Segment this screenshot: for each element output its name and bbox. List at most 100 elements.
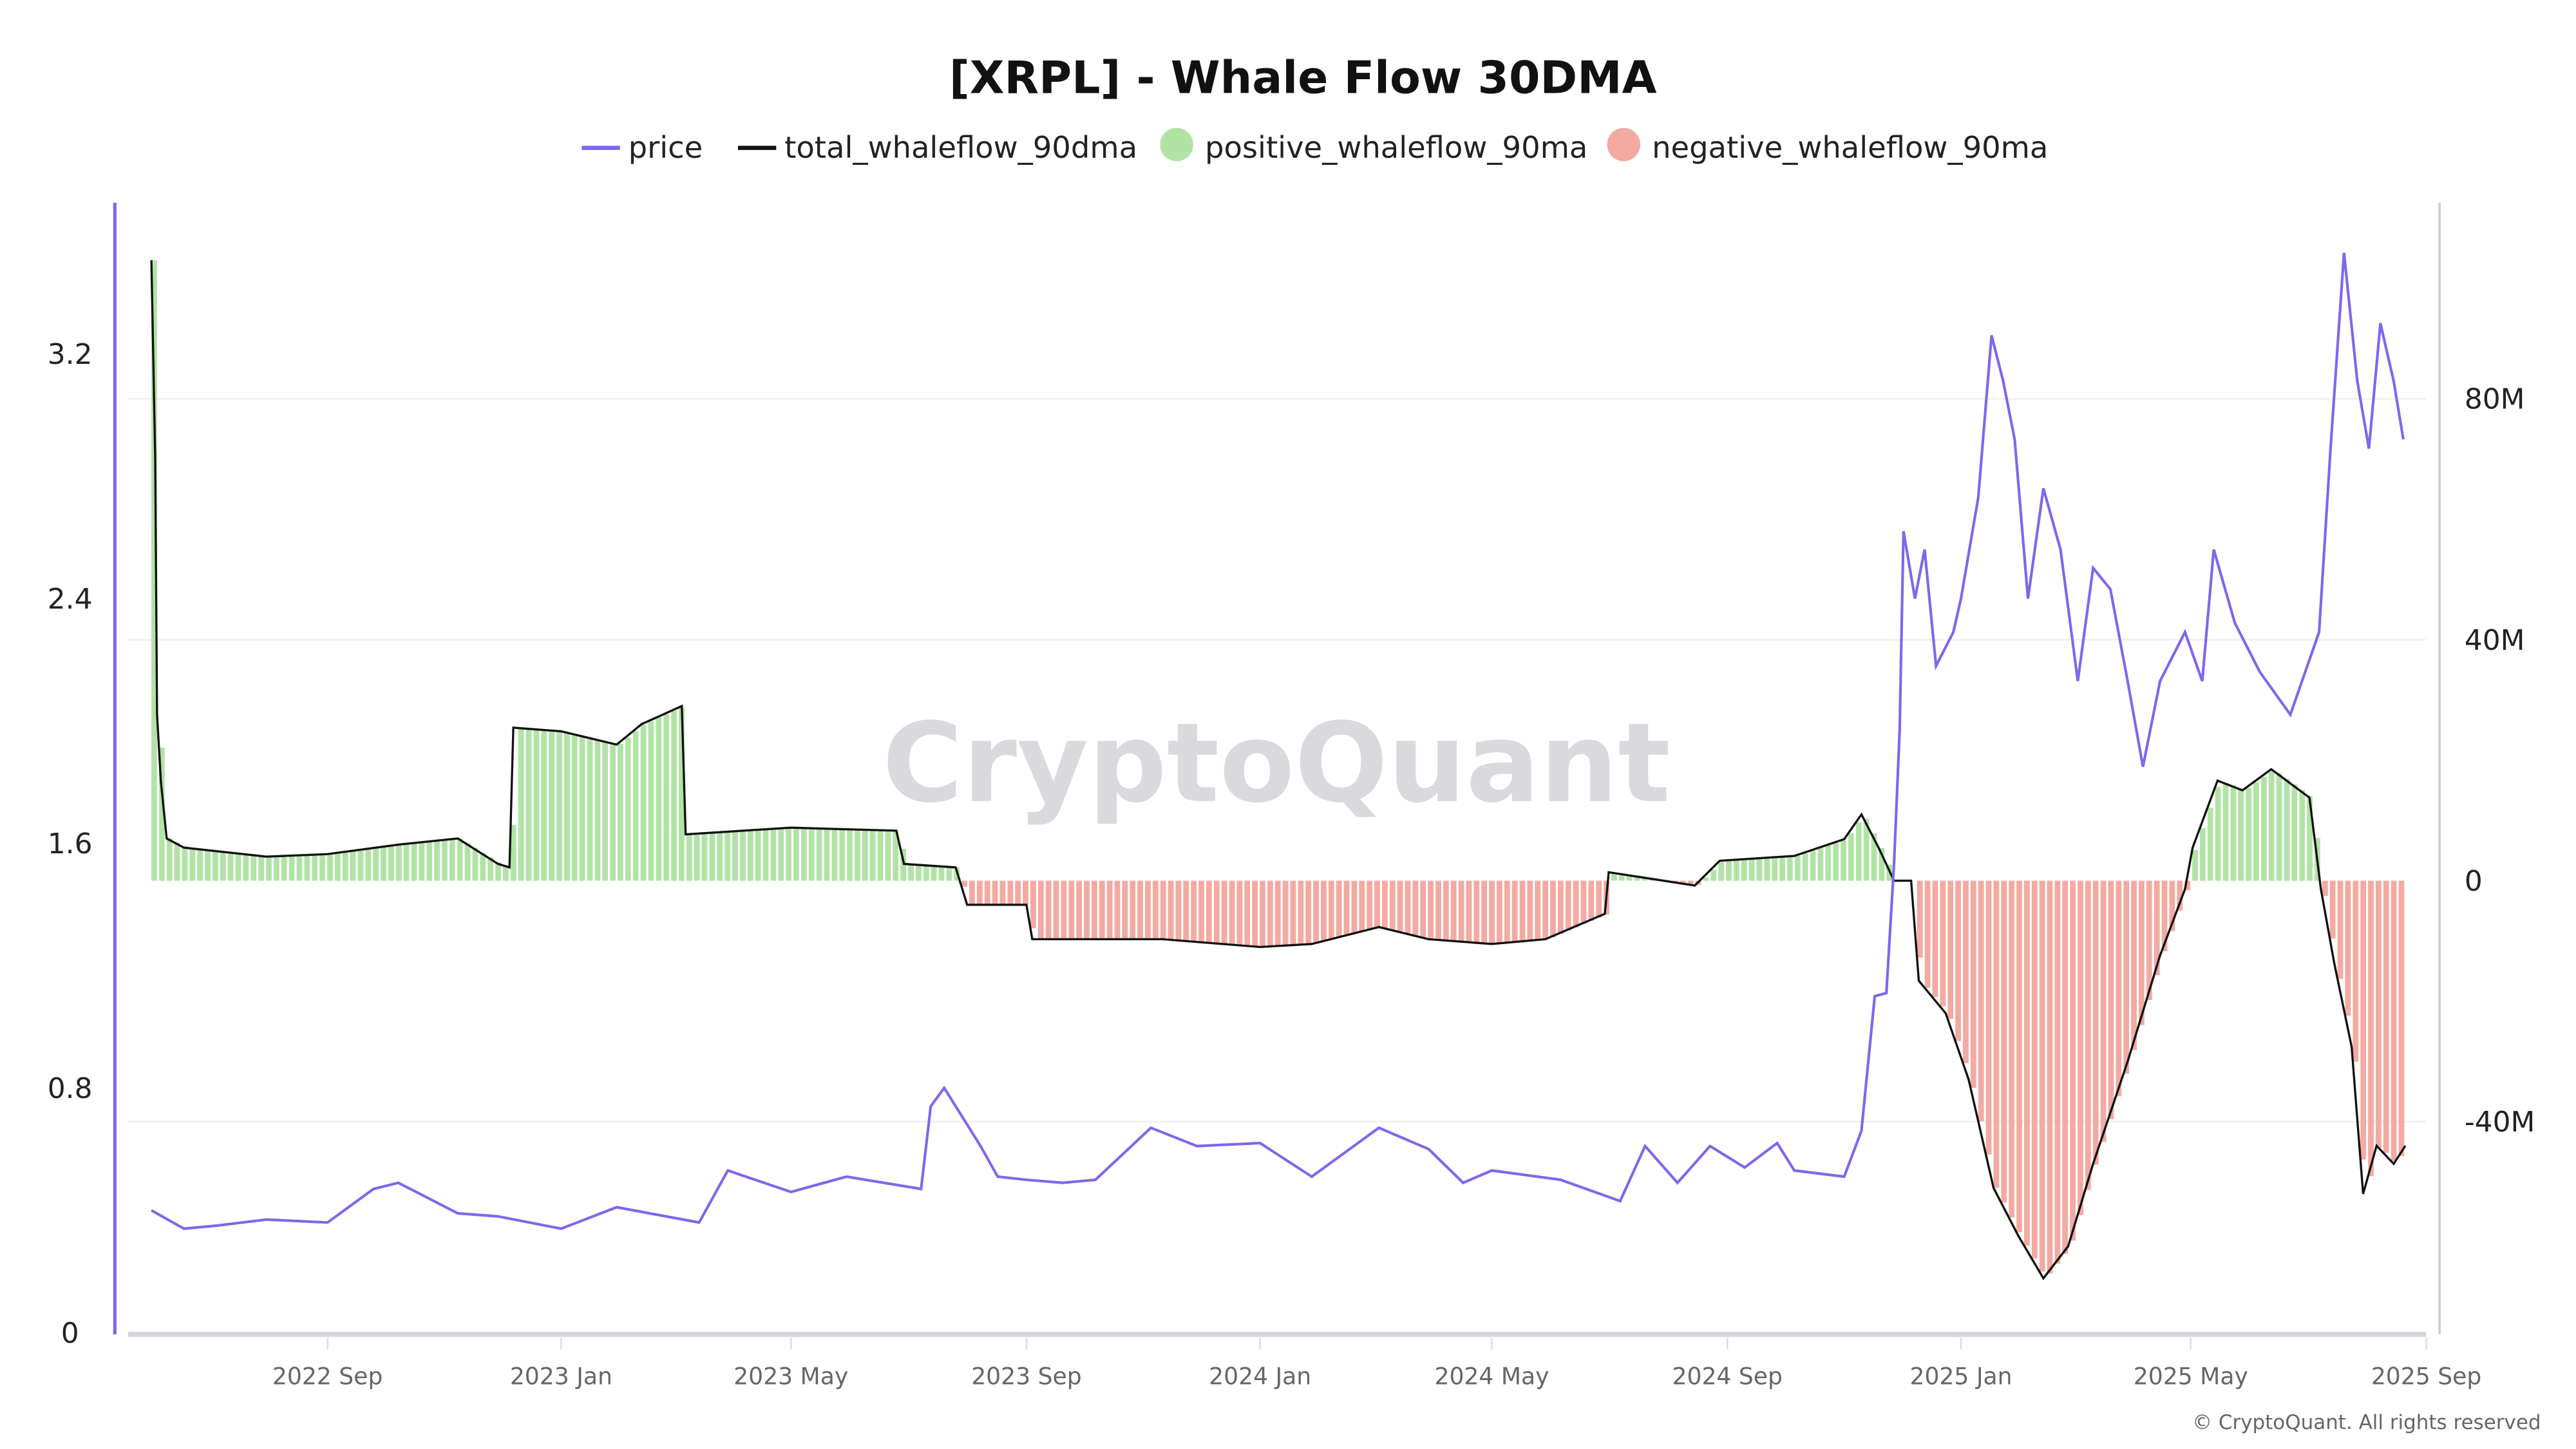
positive-whaleflow-bar xyxy=(571,734,578,881)
positive-whaleflow-bar xyxy=(1841,840,1846,881)
negative-whaleflow-bar xyxy=(1045,880,1052,940)
negative-whaleflow-bar xyxy=(1343,880,1350,936)
negative-whaleflow-bar xyxy=(1428,880,1434,939)
x-tick-label: 2022 Sep xyxy=(272,1362,383,1390)
positive-whaleflow-bar xyxy=(2238,788,2244,881)
x-tick-label: 2024 May xyxy=(1434,1362,1549,1390)
positive-whaleflow-bar xyxy=(1825,845,1832,881)
positive-whaleflow-bar xyxy=(357,850,364,881)
negative-whaleflow-bar xyxy=(992,880,998,905)
positive-whaleflow-bar xyxy=(855,829,860,881)
negative-whaleflow-bar xyxy=(1290,880,1296,945)
negative-whaleflow-bar xyxy=(1030,880,1036,929)
positive-whaleflow-bar xyxy=(632,731,639,881)
positive-whaleflow-bar xyxy=(1642,877,1648,881)
legend-item-total[interactable]: total_whaleflow_90dma xyxy=(737,130,1137,165)
positive-whaleflow-bar xyxy=(1764,858,1770,881)
negative-whaleflow-bar xyxy=(2078,880,2083,1215)
x-tick-label: 2024 Sep xyxy=(1672,1362,1783,1390)
negative-whaleflow-bar xyxy=(1985,880,1992,1155)
positive-whaleflow-bar xyxy=(518,728,524,881)
legend-item-negative[interactable]: negative_whaleflow_90ma xyxy=(1607,128,2048,165)
positive-whaleflow-bar xyxy=(1733,860,1739,881)
left-tick-label: 3.2 xyxy=(48,338,93,371)
negative-whaleflow-bar xyxy=(1680,880,1686,884)
negative-whaleflow-bar xyxy=(1213,880,1220,943)
negative-whaleflow-bar xyxy=(1336,880,1342,938)
positive-whaleflow-bar xyxy=(541,730,547,881)
negative-whaleflow-bar xyxy=(1099,880,1105,940)
legend-item-positive[interactable]: positive_whaleflow_90ma xyxy=(1160,128,1587,165)
positive-whaleflow-bar xyxy=(893,830,899,881)
negative-whaleflow-bar xyxy=(1367,880,1373,931)
positive-whaleflow-bar xyxy=(824,828,830,881)
negative-whaleflow-bar xyxy=(1993,880,2000,1188)
copyright: © CryptoQuant. All rights reserved xyxy=(2192,1411,2541,1434)
positive-whaleflow-bar xyxy=(717,832,723,881)
positive-whaleflow-bar xyxy=(648,721,654,881)
x-axis-ticks: 2022 Sep 2023 Jan 2023 May 2023 Sep 2024 Jan… xyxy=(272,1338,2481,1390)
positive-whaleflow-bar xyxy=(1863,819,1870,881)
negative-whaleflow-bar xyxy=(1091,880,1097,940)
positive-whaleflow-bar xyxy=(1718,862,1725,881)
positive-whaleflow-bar xyxy=(296,855,303,881)
negative-whaleflow-bar xyxy=(1596,880,1602,918)
positive-whaleflow-bar xyxy=(671,710,677,881)
positive-whaleflow-bar xyxy=(434,840,440,881)
positive-whaleflow-bar xyxy=(503,865,509,881)
x-tick-label: 2025 May xyxy=(2134,1362,2248,1390)
negative-whaleflow-bar xyxy=(1359,880,1365,933)
negative-whaleflow-bar xyxy=(2383,880,2389,1153)
positive-whaleflow-bar xyxy=(1855,822,1862,881)
positive-whaleflow-bar xyxy=(151,260,157,881)
negative-whaleflow-bar xyxy=(2146,880,2152,1001)
positive-whaleflow-bar xyxy=(800,828,807,881)
negative-whaleflow-bar xyxy=(1458,880,1464,942)
positive-whaleflow-bar xyxy=(549,730,555,881)
negative-whaleflow-bar xyxy=(1068,880,1075,940)
left-tick-label: 1.6 xyxy=(48,828,93,860)
negative-whaleflow-bar xyxy=(2131,880,2137,1050)
positive-whaleflow-bar xyxy=(411,843,417,881)
total-whaleflow-line xyxy=(150,260,2407,1280)
negative-whaleflow-bar xyxy=(2398,880,2405,1157)
left-axis-ticks: 0 0.8 1.6 2.4 3.2 xyxy=(48,338,93,1350)
positive-whaleflow-bar xyxy=(556,731,562,881)
positive-whaleflow-bar xyxy=(594,739,601,881)
negative-whaleflow-bar xyxy=(1236,880,1243,945)
negative-whaleflow-bar xyxy=(1466,880,1472,942)
negative-whaleflow-bar xyxy=(2054,880,2061,1264)
legend-item-price[interactable]: price xyxy=(582,130,703,165)
positive-whaleflow-bar xyxy=(227,852,234,881)
negative-whaleflow-bar xyxy=(1084,880,1090,940)
negative-whaleflow-bar xyxy=(1435,880,1441,940)
positive-whaleflow-bar xyxy=(679,707,685,881)
positive-whaleflow-bar xyxy=(495,862,501,881)
left-tick-label: 0.8 xyxy=(48,1072,93,1105)
negative-whaleflow-bar xyxy=(2360,880,2367,1160)
positive-whaleflow-bar xyxy=(350,851,356,881)
positive-whaleflow-bar xyxy=(1748,858,1755,881)
negative-whaleflow-bar xyxy=(2184,880,2191,891)
negative-whaleflow-bar xyxy=(1535,880,1541,940)
negative-whaleflow-bar xyxy=(1405,880,1411,934)
positive-whaleflow-bar xyxy=(395,844,402,881)
negative-whaleflow-bar xyxy=(1221,880,1227,944)
positive-whaleflow-bar xyxy=(656,717,662,881)
negative-whaleflow-bar xyxy=(1527,880,1533,941)
negative-whaleflow-bar xyxy=(1940,880,1946,1007)
positive-whaleflow-bar xyxy=(510,824,516,881)
positive-whaleflow-bar xyxy=(281,856,287,881)
right-tick-label: 0 xyxy=(2465,865,2483,898)
negative-whaleflow-bar xyxy=(2085,880,2091,1190)
negative-whaleflow-bar xyxy=(1122,880,1128,940)
positive-whaleflow-bar xyxy=(273,856,279,881)
positive-whaleflow-bar xyxy=(938,866,945,881)
negative-whaleflow-bar xyxy=(1588,880,1595,921)
positive-whaleflow-bar xyxy=(1794,855,1801,881)
positive-whaleflow-bar xyxy=(266,857,272,881)
legend-positive-swatch xyxy=(1160,128,1193,162)
negative-whaleflow-bar xyxy=(1244,880,1251,946)
positive-whaleflow-bar xyxy=(2299,790,2306,881)
positive-whaleflow-bar xyxy=(388,846,394,881)
